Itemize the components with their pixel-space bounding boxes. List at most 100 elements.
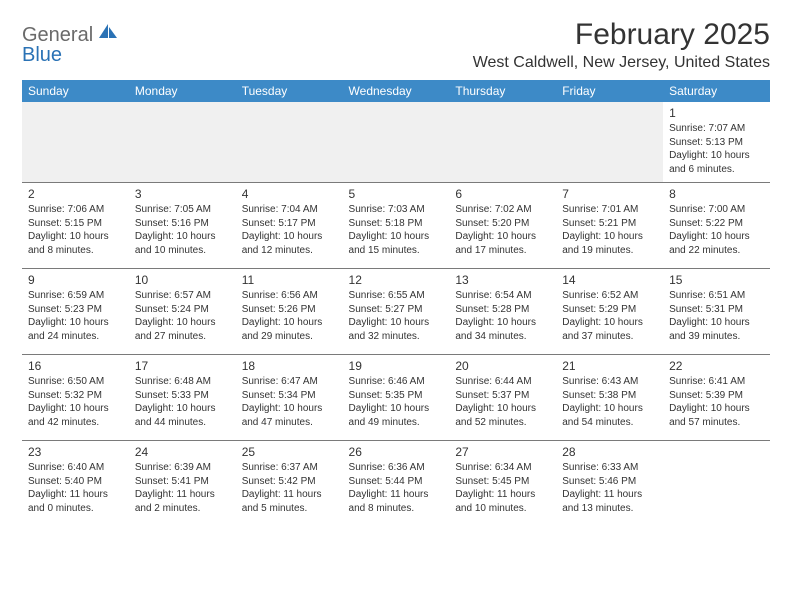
daylight-text: Daylight: 11 hours and 0 minutes. [28,488,123,515]
sunset-text: Sunset: 5:23 PM [28,303,123,317]
sunrise-text: Sunrise: 7:05 AM [135,203,230,217]
sunrise-text: Sunrise: 7:04 AM [242,203,337,217]
calendar-day: 19Sunrise: 6:46 AMSunset: 5:35 PMDayligh… [343,355,450,441]
sunrise-text: Sunrise: 7:07 AM [669,122,764,136]
day-number: 10 [135,272,230,288]
calendar-day: 6Sunrise: 7:02 AMSunset: 5:20 PMDaylight… [449,183,556,269]
calendar-day: 10Sunrise: 6:57 AMSunset: 5:24 PMDayligh… [129,269,236,355]
sunrise-text: Sunrise: 7:06 AM [28,203,123,217]
day-number: 6 [455,186,550,202]
calendar-week: 16Sunrise: 6:50 AMSunset: 5:32 PMDayligh… [22,355,770,441]
sunset-text: Sunset: 5:13 PM [669,136,764,150]
day-header: Saturday [663,80,770,102]
day-number: 19 [349,358,444,374]
sunrise-text: Sunrise: 6:57 AM [135,289,230,303]
daylight-text: Daylight: 10 hours and 39 minutes. [669,316,764,343]
daylight-text: Daylight: 10 hours and 15 minutes. [349,230,444,257]
day-number: 4 [242,186,337,202]
sunrise-text: Sunrise: 6:55 AM [349,289,444,303]
daylight-text: Daylight: 10 hours and 54 minutes. [562,402,657,429]
calendar-day: 26Sunrise: 6:36 AMSunset: 5:44 PMDayligh… [343,441,450,527]
calendar-day: 17Sunrise: 6:48 AMSunset: 5:33 PMDayligh… [129,355,236,441]
calendar-empty [343,102,450,183]
calendar-day: 9Sunrise: 6:59 AMSunset: 5:23 PMDaylight… [22,269,129,355]
day-number: 22 [669,358,764,374]
day-number: 23 [28,444,123,460]
daylight-text: Daylight: 10 hours and 24 minutes. [28,316,123,343]
day-number: 8 [669,186,764,202]
sunrise-text: Sunrise: 6:40 AM [28,461,123,475]
calendar-day: 20Sunrise: 6:44 AMSunset: 5:37 PMDayligh… [449,355,556,441]
sunset-text: Sunset: 5:44 PM [349,475,444,489]
day-number: 20 [455,358,550,374]
day-number: 7 [562,186,657,202]
calendar-empty [236,102,343,183]
day-header: Monday [129,80,236,102]
day-number: 25 [242,444,337,460]
daylight-text: Daylight: 10 hours and 12 minutes. [242,230,337,257]
day-number: 11 [242,272,337,288]
logo-line2: Blue [22,44,62,67]
calendar-day: 11Sunrise: 6:56 AMSunset: 5:26 PMDayligh… [236,269,343,355]
calendar-week: 23Sunrise: 6:40 AMSunset: 5:40 PMDayligh… [22,441,770,527]
daylight-text: Daylight: 11 hours and 10 minutes. [455,488,550,515]
daylight-text: Daylight: 10 hours and 19 minutes. [562,230,657,257]
sunrise-text: Sunrise: 6:46 AM [349,375,444,389]
calendar-day: 28Sunrise: 6:33 AMSunset: 5:46 PMDayligh… [556,441,663,527]
sunrise-text: Sunrise: 6:50 AM [28,375,123,389]
day-number: 13 [455,272,550,288]
day-number: 1 [669,105,764,121]
calendar-empty [449,102,556,183]
sunset-text: Sunset: 5:35 PM [349,389,444,403]
calendar-empty [663,441,770,527]
sunset-text: Sunset: 5:21 PM [562,217,657,231]
sunset-text: Sunset: 5:28 PM [455,303,550,317]
day-number: 5 [349,186,444,202]
calendar-header-row: SundayMondayTuesdayWednesdayThursdayFrid… [22,80,770,102]
logo-sail-icon [97,22,119,45]
day-number: 3 [135,186,230,202]
sunset-text: Sunset: 5:41 PM [135,475,230,489]
day-number: 14 [562,272,657,288]
daylight-text: Daylight: 10 hours and 42 minutes. [28,402,123,429]
day-number: 2 [28,186,123,202]
calendar-day: 1Sunrise: 7:07 AMSunset: 5:13 PMDaylight… [663,102,770,183]
sunrise-text: Sunrise: 7:03 AM [349,203,444,217]
calendar-day: 18Sunrise: 6:47 AMSunset: 5:34 PMDayligh… [236,355,343,441]
calendar-day: 4Sunrise: 7:04 AMSunset: 5:17 PMDaylight… [236,183,343,269]
day-number: 15 [669,272,764,288]
sunset-text: Sunset: 5:31 PM [669,303,764,317]
sunset-text: Sunset: 5:38 PM [562,389,657,403]
sunset-text: Sunset: 5:17 PM [242,217,337,231]
daylight-text: Daylight: 10 hours and 57 minutes. [669,402,764,429]
calendar-day: 2Sunrise: 7:06 AMSunset: 5:15 PMDaylight… [22,183,129,269]
daylight-text: Daylight: 11 hours and 8 minutes. [349,488,444,515]
sunrise-text: Sunrise: 6:47 AM [242,375,337,389]
sunset-text: Sunset: 5:16 PM [135,217,230,231]
sunrise-text: Sunrise: 6:41 AM [669,375,764,389]
calendar-day: 12Sunrise: 6:55 AMSunset: 5:27 PMDayligh… [343,269,450,355]
daylight-text: Daylight: 10 hours and 27 minutes. [135,316,230,343]
sunset-text: Sunset: 5:34 PM [242,389,337,403]
day-number: 24 [135,444,230,460]
calendar-empty [556,102,663,183]
sunset-text: Sunset: 5:26 PM [242,303,337,317]
sunset-text: Sunset: 5:24 PM [135,303,230,317]
calendar-day: 24Sunrise: 6:39 AMSunset: 5:41 PMDayligh… [129,441,236,527]
calendar-day: 7Sunrise: 7:01 AMSunset: 5:21 PMDaylight… [556,183,663,269]
day-header: Wednesday [343,80,450,102]
sunset-text: Sunset: 5:20 PM [455,217,550,231]
sunrise-text: Sunrise: 6:44 AM [455,375,550,389]
daylight-text: Daylight: 10 hours and 22 minutes. [669,230,764,257]
daylight-text: Daylight: 10 hours and 34 minutes. [455,316,550,343]
day-number: 9 [28,272,123,288]
sunrise-text: Sunrise: 6:52 AM [562,289,657,303]
calendar-day: 8Sunrise: 7:00 AMSunset: 5:22 PMDaylight… [663,183,770,269]
day-number: 27 [455,444,550,460]
calendar-week: 9Sunrise: 6:59 AMSunset: 5:23 PMDaylight… [22,269,770,355]
sunrise-text: Sunrise: 6:56 AM [242,289,337,303]
logo: General [22,18,121,47]
calendar-day: 13Sunrise: 6:54 AMSunset: 5:28 PMDayligh… [449,269,556,355]
sunset-text: Sunset: 5:32 PM [28,389,123,403]
sunrise-text: Sunrise: 6:51 AM [669,289,764,303]
